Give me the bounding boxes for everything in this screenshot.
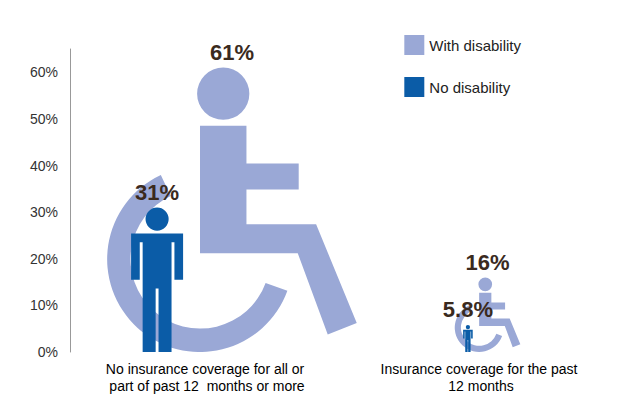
svg-text:60%: 60% <box>30 64 58 80</box>
svg-text:Insurance coverage for the pas: Insurance coverage for the past <box>381 361 582 377</box>
svg-text:5.8%: 5.8% <box>443 297 493 322</box>
svg-text:50%: 50% <box>30 111 58 127</box>
svg-text:12 months: 12 months <box>448 378 513 394</box>
svg-text:With disability: With disability <box>429 37 521 54</box>
svg-text:20%: 20% <box>30 251 58 267</box>
svg-text:40%: 40% <box>30 158 58 174</box>
svg-text:16%: 16% <box>466 250 510 275</box>
svg-text:10%: 10% <box>30 297 58 313</box>
svg-text:61%: 61% <box>210 40 254 65</box>
svg-text:part of past 12 months or mor: part of past 12 months or more <box>109 378 305 394</box>
svg-text:0%: 0% <box>38 344 58 360</box>
svg-text:No disability: No disability <box>429 79 510 96</box>
svg-text:No insurance coverage for all: No insurance coverage for all or <box>106 361 308 377</box>
svg-text:30%: 30% <box>30 204 58 220</box>
svg-text:31%: 31% <box>135 180 179 205</box>
